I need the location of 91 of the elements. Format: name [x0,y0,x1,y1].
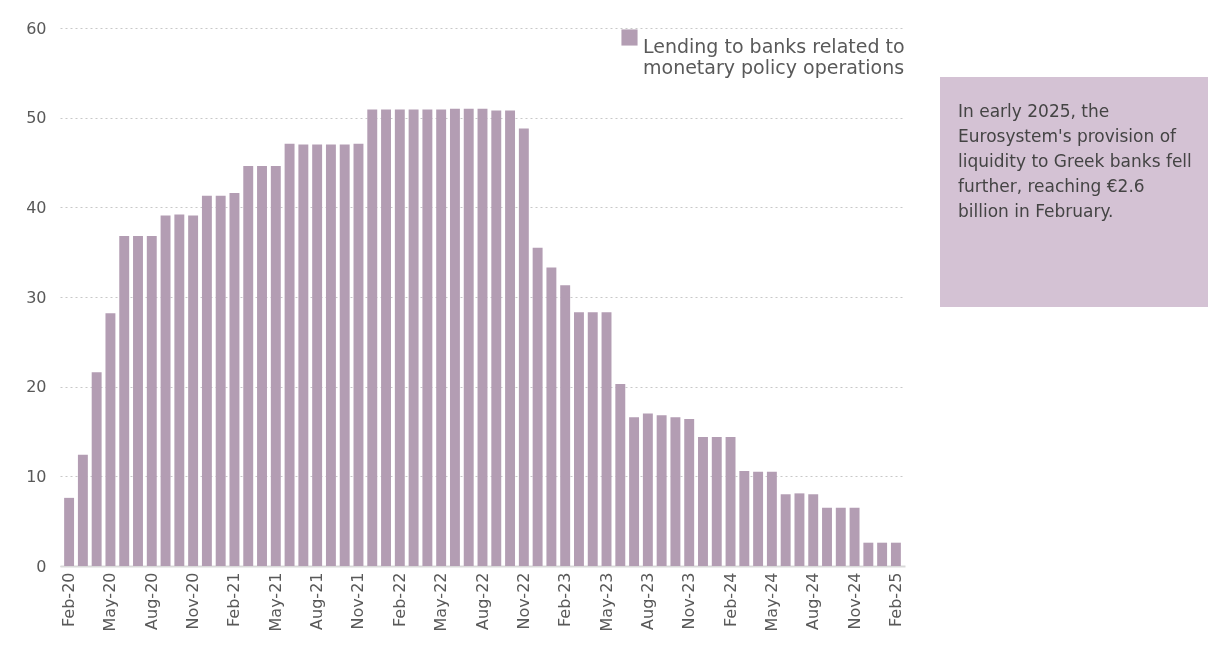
bar [394,109,405,566]
y-tick-label: 30 [26,287,47,307]
bar [298,144,309,566]
x-tick-label: Aug-22 [472,572,492,630]
bar [849,507,860,566]
bar [284,143,295,566]
x-tick-label: Aug-20 [141,572,161,630]
x-tick-label: Nov-23 [679,572,699,630]
x-tick-label: May-23 [596,572,616,632]
x-tick-label: May-24 [761,572,781,632]
bar [642,413,653,566]
bar [808,494,819,566]
bar [670,417,681,566]
bar [160,215,171,566]
x-tick-label: Feb-22 [389,572,409,627]
bar [477,108,488,566]
bar [201,195,212,566]
bar [229,192,240,566]
bar [91,372,102,566]
bar [794,493,805,566]
bar [188,215,199,566]
bar [574,312,584,566]
y-tick-label: 10 [26,466,47,486]
bar [766,471,777,566]
bar [684,418,695,566]
bar [822,507,832,566]
x-tick-label: Nov-22 [513,572,533,630]
x-tick-label: Feb-21 [224,572,244,627]
bar [518,128,529,566]
bar [353,143,364,566]
x-tick-label: Nov-24 [844,572,864,630]
bar [339,144,350,566]
bar [753,471,764,566]
bar [215,195,226,566]
bar [656,415,667,566]
bar [615,383,626,566]
bar [546,267,557,566]
bar [739,470,750,566]
x-tick-label: Aug-23 [637,572,657,630]
x-tick-label: May-21 [265,572,285,632]
text: In early 2025, the Eurosystem's provision of liquidity to Greek banks fell further, reaching €2.6 billion in February. [940,77,1208,307]
bar [725,436,736,566]
bar [436,109,447,566]
x-tick-label: Nov-21 [348,572,368,630]
bar [325,144,336,566]
x-tick-label: Feb-25 [885,572,905,627]
bar [532,247,543,566]
bar [629,417,640,566]
bar [877,542,888,566]
bar [601,312,612,566]
bar [408,109,419,566]
bar [312,144,323,566]
bar [146,236,157,566]
y-tick-label: 40 [26,197,47,217]
x-tick-label: Feb-23 [555,572,575,627]
y-tick-label: 20 [26,377,47,397]
y-tick-label: 0 [36,556,47,576]
x-tick-label: Feb-20 [59,572,79,627]
x-tick-label: Aug-21 [307,572,327,630]
x-tick-label: May-20 [100,572,120,632]
bar [698,436,708,566]
x-tick-label: Feb-24 [720,572,740,627]
bar [381,109,391,566]
bar [243,166,254,566]
bar [367,109,378,566]
bar [711,436,722,566]
bar [491,110,502,566]
y-tick-label: 50 [26,108,47,128]
bar [780,494,791,566]
legend-label: Lending to banks related to monetary policy operations [643,34,905,78]
bar [835,507,846,566]
bar [505,110,516,566]
bar [890,542,901,566]
bar [449,108,460,566]
bar [587,312,598,566]
y-tick-label: 60 [26,18,47,38]
bar [77,454,88,566]
bar [174,214,185,566]
bar [863,542,874,566]
bar [133,236,143,566]
bar [257,166,267,566]
bar [463,108,474,566]
bar [422,109,433,566]
bar [270,166,281,566]
bar [105,313,116,566]
bar [64,497,75,566]
x-tick-label: Nov-20 [183,572,203,630]
bar [560,285,571,566]
x-tick-label: May-22 [431,572,451,632]
x-tick-label: Aug-24 [803,572,823,630]
bar [119,236,130,566]
